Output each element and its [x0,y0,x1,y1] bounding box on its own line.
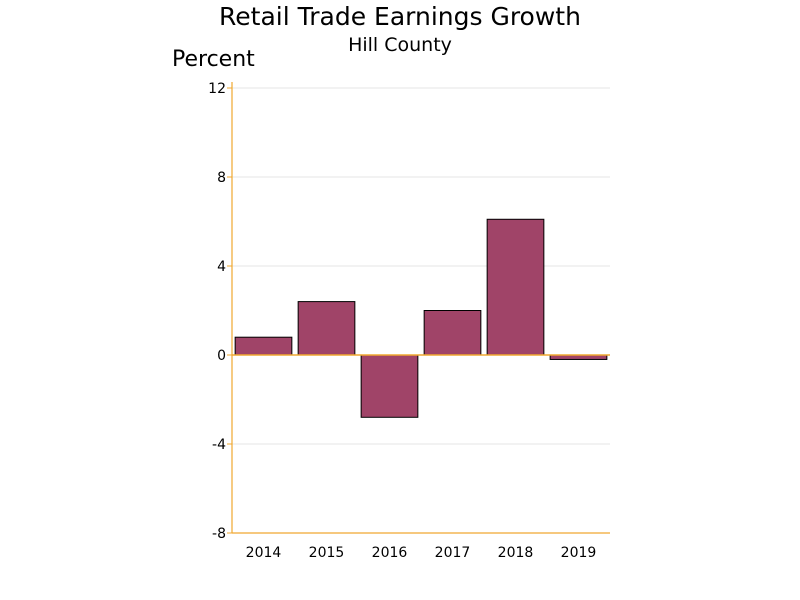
bar-2016 [360,354,419,418]
bar-2014 [234,336,293,356]
y-tick-label: 8 [217,170,226,186]
bar-2018 [486,218,545,356]
x-tick-label: 2016 [372,545,408,561]
x-tick-label: 2019 [561,545,597,561]
x-tick-label: 2015 [309,545,345,561]
y-tick-label: 4 [217,259,226,275]
y-tick-label: 0 [217,348,226,364]
chart-subtitle: Hill County [348,34,452,56]
gridlines [232,87,610,445]
y-tick-label: -4 [212,437,226,453]
tick-labels: 12 8 4 0 -4 -8 2014 2015 2016 2017 2018 2019 [208,81,596,561]
x-tick-label: 2018 [498,545,534,561]
y-axis-label: Percent [172,47,255,72]
chart-title: Retail Trade Earnings Growth [219,2,581,31]
bars [234,218,608,418]
x-tick-label: 2014 [246,545,282,561]
y-tick-label: 12 [208,81,226,97]
bar-2017 [423,310,482,356]
axes [227,82,610,534]
x-tick-label: 2017 [435,545,471,561]
y-tick-label: -8 [212,526,226,542]
bar-2015 [297,301,356,356]
